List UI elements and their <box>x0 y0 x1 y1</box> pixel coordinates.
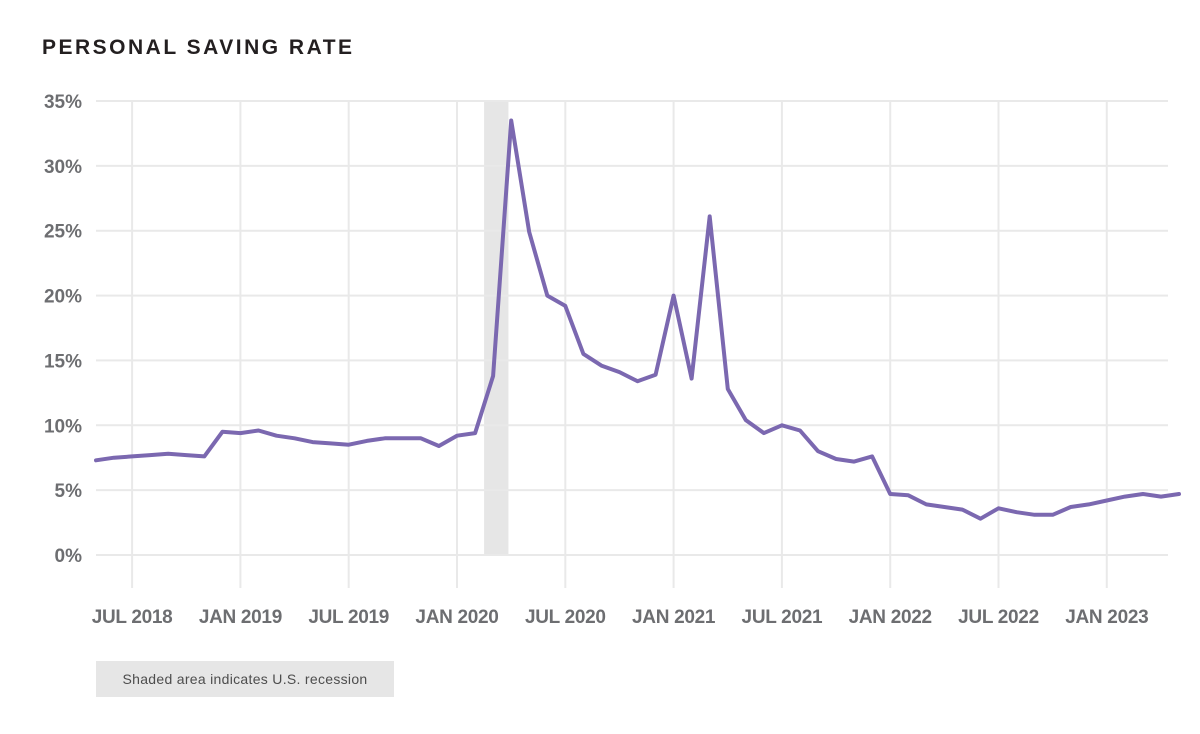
data-point <box>112 456 116 460</box>
data-point <box>563 304 567 308</box>
x-tick-label: JAN 2022 <box>849 607 932 628</box>
data-point <box>942 505 946 509</box>
data-point <box>780 423 784 427</box>
x-tick-label: JUL 2018 <box>92 607 173 628</box>
recession-note: Shaded area indicates U.S. recession <box>96 661 394 697</box>
y-tick-label: 25% <box>44 222 82 243</box>
data-point <box>834 457 838 461</box>
data-point <box>202 454 206 458</box>
data-point <box>184 453 188 457</box>
x-tick-label: JUL 2022 <box>958 607 1039 628</box>
data-point <box>256 428 260 432</box>
data-point <box>1159 495 1163 499</box>
data-point <box>617 370 621 374</box>
data-point <box>1015 510 1019 514</box>
data-point <box>997 506 1001 510</box>
data-point <box>708 214 712 218</box>
data-point <box>744 418 748 422</box>
data-point <box>275 434 279 438</box>
data-point <box>654 373 658 377</box>
data-point <box>527 230 531 234</box>
data-point <box>888 492 892 496</box>
data-point <box>1105 499 1109 503</box>
y-tick-label: 30% <box>44 157 82 178</box>
x-tick-label: JUL 2021 <box>742 607 823 628</box>
y-tick-label: 15% <box>44 351 82 372</box>
x-tick-label: JAN 2023 <box>1065 607 1148 628</box>
y-tick-label: 35% <box>44 92 82 113</box>
x-tick-label: JAN 2020 <box>415 607 498 628</box>
y-tick-label: 5% <box>55 481 83 502</box>
data-point <box>599 364 603 368</box>
data-point <box>293 436 297 440</box>
data-point <box>1033 513 1037 517</box>
data-point <box>672 294 676 298</box>
data-point <box>148 453 152 457</box>
data-point <box>978 517 982 521</box>
data-point <box>365 439 369 443</box>
data-point <box>636 379 640 383</box>
data-point <box>491 374 495 378</box>
data-point <box>1051 513 1055 517</box>
data-point <box>509 118 513 122</box>
data-point <box>437 444 441 448</box>
data-point <box>329 441 333 445</box>
data-point <box>94 458 98 462</box>
x-tick-label: JAN 2021 <box>632 607 716 628</box>
data-point <box>960 508 964 512</box>
data-point <box>870 454 874 458</box>
x-tick-label: JAN 2019 <box>199 607 282 628</box>
data-point <box>401 436 405 440</box>
data-point <box>473 431 477 435</box>
data-point <box>690 377 694 381</box>
data-point <box>906 493 910 497</box>
data-point <box>852 460 856 464</box>
x-tick-label: JUL 2019 <box>308 607 389 628</box>
data-point <box>1141 492 1145 496</box>
data-point <box>383 436 387 440</box>
data-point <box>130 454 134 458</box>
data-point <box>419 436 423 440</box>
data-point <box>311 440 315 444</box>
data-point <box>816 449 820 453</box>
chart-title: PERSONAL SAVING RATE <box>42 36 355 59</box>
data-point <box>347 443 351 447</box>
data-point <box>1177 492 1181 496</box>
y-tick-label: 20% <box>44 287 82 308</box>
data-point <box>1087 502 1091 506</box>
x-tick-label: JUL 2020 <box>525 607 606 628</box>
data-point <box>1069 505 1073 509</box>
data-point <box>581 352 585 356</box>
data-point <box>545 294 549 298</box>
data-point <box>238 431 242 435</box>
data-point <box>166 452 170 456</box>
data-point <box>220 430 224 434</box>
y-tick-label: 0% <box>55 546 83 567</box>
data-point <box>924 502 928 506</box>
data-point <box>726 387 730 391</box>
data-point <box>798 428 802 432</box>
data-point <box>455 434 459 438</box>
saving-rate-line <box>94 118 1181 521</box>
y-tick-label: 10% <box>44 416 82 437</box>
data-point <box>762 431 766 435</box>
data-point <box>1123 495 1127 499</box>
